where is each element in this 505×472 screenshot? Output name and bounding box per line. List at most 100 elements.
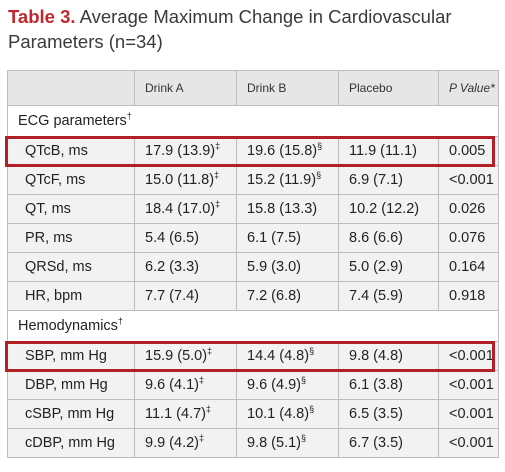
placebo-cell: 8.6 (6.6) <box>338 223 439 253</box>
drink-a-cell: 7.7 (7.4) <box>134 281 237 311</box>
placebo-cell: 6.9 (7.1) <box>338 165 439 195</box>
row-label: cSBP, mm Hg <box>7 399 135 429</box>
header-drink-b: Drink B <box>236 70 339 106</box>
cell-value: 6.2 (3.3) <box>145 259 199 275</box>
drink-a-cell: 17.9 (13.9)‡ <box>134 136 237 166</box>
p-value-cell: 0.076 <box>438 223 499 253</box>
cell-value: 9.9 (4.2) <box>145 435 199 451</box>
cell-value: 9.6 (4.9) <box>247 377 301 393</box>
cell-value: 17.9 (13.9) <box>145 143 216 159</box>
cell-value: 11.1 (4.7) <box>145 406 206 422</box>
drink-b-cell: 6.1 (7.5) <box>236 223 339 253</box>
section-label: ECG parameters <box>18 113 127 129</box>
p-value-cell: <0.001 <box>438 341 499 371</box>
cell-value: 7.2 (6.8) <box>247 288 301 304</box>
footnote-mark: ‡ <box>199 375 205 386</box>
cell-value: 5.4 (6.5) <box>145 230 199 246</box>
header-placebo: Placebo <box>338 70 439 106</box>
drink-b-cell: 10.1 (4.8)§ <box>236 399 339 429</box>
cardiovascular-table: Drink A Drink B Placebo P Value* ECG par… <box>7 70 499 458</box>
placebo-cell: 5.0 (2.9) <box>338 252 439 282</box>
table-row: DBP, mm Hg 9.6 (4.1)‡ 9.6 (4.9)§ 6.1 (3.8) <… <box>7 370 499 400</box>
drink-a-cell: 11.1 (4.7)‡ <box>134 399 237 429</box>
cell-value: 18.4 (17.0) <box>145 201 216 217</box>
table-row: QT, ms 18.4 (17.0)‡ 15.8 (13.3) 10.2 (12.2)… <box>7 194 499 224</box>
cell-value: 10.1 (4.8) <box>247 406 310 422</box>
drink-a-cell: 6.2 (3.3) <box>134 252 237 282</box>
drink-a-cell: 18.4 (17.0)‡ <box>134 194 237 224</box>
footnote-mark: § <box>309 346 315 357</box>
header-p-value: P Value* <box>438 70 499 106</box>
section-header: ECG parameters† <box>7 105 499 137</box>
placebo-cell: 6.5 (3.5) <box>338 399 439 429</box>
drink-a-cell: 15.0 (11.8)‡ <box>134 165 237 195</box>
section-label: Hemodynamics <box>18 318 118 334</box>
cell-value: 9.8 (5.1) <box>247 435 301 451</box>
drink-b-cell: 7.2 (6.8) <box>236 281 339 311</box>
row-label: cDBP, mm Hg <box>7 428 135 458</box>
cell-value: 15.8 (13.3) <box>247 201 318 217</box>
cell-value: 5.9 (3.0) <box>247 259 301 275</box>
section-header: Hemodynamics† <box>7 310 499 342</box>
placebo-cell: 10.2 (12.2) <box>338 194 439 224</box>
table-row: cDBP, mm Hg 9.9 (4.2)‡ 9.8 (5.1)§ 6.7 (3.5)… <box>7 428 499 458</box>
placebo-cell: 11.9 (11.1) <box>338 136 439 166</box>
p-value-cell: <0.001 <box>438 370 499 400</box>
footnote-mark: ‡ <box>215 141 221 152</box>
table-title: Average Maximum Change in Cardiovascular… <box>8 6 452 52</box>
p-value-cell: <0.001 <box>438 399 499 429</box>
section-row: Hemodynamics† <box>7 310 499 342</box>
row-label: SBP, mm Hg <box>7 341 135 371</box>
cell-value: 7.7 (7.4) <box>145 288 199 304</box>
footnote-mark: § <box>301 375 307 386</box>
row-label: QTcB, ms <box>7 136 135 166</box>
table-row: cSBP, mm Hg 11.1 (4.7)‡ 10.1 (4.8)§ 6.5 (3.… <box>7 399 499 429</box>
header-drink-a: Drink A <box>134 70 237 106</box>
p-value-cell: <0.001 <box>438 165 499 195</box>
row-label: PR, ms <box>7 223 135 253</box>
row-label: QTcF, ms <box>7 165 135 195</box>
header-empty <box>7 70 135 106</box>
footnote-mark: ‡ <box>206 404 212 415</box>
table-body: ECG parameters† QTcB, ms 17.9 (13.9)‡ 19.6 … <box>7 105 499 458</box>
cell-value: 6.1 (7.5) <box>247 230 301 246</box>
cell-value: 15.0 (11.8) <box>145 172 215 188</box>
placebo-cell: 6.7 (3.5) <box>338 428 439 458</box>
drink-b-cell: 9.6 (4.9)§ <box>236 370 339 400</box>
p-value-cell: 0.164 <box>438 252 499 282</box>
table-row: SBP, mm Hg 15.9 (5.0)‡ 14.4 (4.8)§ 9.8 (4.8… <box>7 341 499 371</box>
placebo-cell: 7.4 (5.9) <box>338 281 439 311</box>
table-number: Table 3. <box>8 6 76 27</box>
footnote-mark: ‡ <box>207 346 213 357</box>
row-label: DBP, mm Hg <box>7 370 135 400</box>
section-footnote-mark: † <box>126 111 132 122</box>
drink-a-cell: 5.4 (6.5) <box>134 223 237 253</box>
section-footnote-mark: † <box>117 316 123 327</box>
footnote-mark: § <box>309 404 315 415</box>
p-value-cell: 0.026 <box>438 194 499 224</box>
table-row: QTcB, ms 17.9 (13.9)‡ 19.6 (15.8)§ 11.9 (11… <box>7 136 499 166</box>
drink-b-cell: 15.2 (11.9)§ <box>236 165 339 195</box>
drink-a-cell: 9.6 (4.1)‡ <box>134 370 237 400</box>
drink-b-cell: 9.8 (5.1)§ <box>236 428 339 458</box>
p-value-cell: 0.005 <box>438 136 499 166</box>
p-value-cell: <0.001 <box>438 428 499 458</box>
footnote-mark: ‡ <box>214 170 220 181</box>
table-caption: Table 3. Average Maximum Change in Cardi… <box>8 4 498 54</box>
cell-value: 9.6 (4.1) <box>145 377 199 393</box>
footnote-mark: § <box>301 433 307 444</box>
row-label: HR, bpm <box>7 281 135 311</box>
cell-value: 15.2 (11.9) <box>247 172 317 188</box>
drink-a-cell: 15.9 (5.0)‡ <box>134 341 237 371</box>
cell-value: 19.6 (15.8) <box>247 143 318 159</box>
drink-b-cell: 19.6 (15.8)§ <box>236 136 339 166</box>
table-row: QTcF, ms 15.0 (11.8)‡ 15.2 (11.9)§ 6.9 (7.1… <box>7 165 499 195</box>
table-row: PR, ms 5.4 (6.5) 6.1 (7.5) 8.6 (6.6) 0.076 <box>7 223 499 253</box>
section-row: ECG parameters† <box>7 105 499 137</box>
header-row: Drink A Drink B Placebo P Value* <box>7 70 499 106</box>
footnote-mark: § <box>317 141 323 152</box>
row-label: QT, ms <box>7 194 135 224</box>
footnote-mark: ‡ <box>199 433 205 444</box>
footnote-mark: § <box>316 170 322 181</box>
drink-a-cell: 9.9 (4.2)‡ <box>134 428 237 458</box>
